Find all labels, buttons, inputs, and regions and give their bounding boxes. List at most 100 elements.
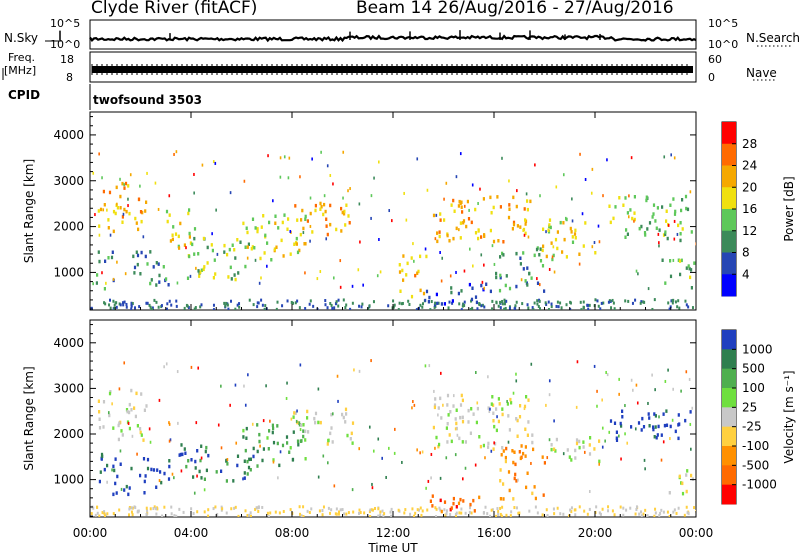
power-cell xyxy=(597,224,600,228)
velocity-cell xyxy=(553,512,556,516)
velocity-cell xyxy=(666,510,669,514)
power-cell xyxy=(203,265,206,269)
velocity-cell xyxy=(289,508,292,512)
velocity-cell xyxy=(127,492,130,497)
power-cell xyxy=(259,256,262,261)
velocity-cell xyxy=(337,399,339,403)
power-cell xyxy=(468,247,471,251)
power-cell xyxy=(135,250,138,254)
velocity-cell xyxy=(90,512,93,516)
power-cell xyxy=(622,203,625,207)
power-cell xyxy=(152,265,155,269)
velocity-cell xyxy=(295,419,298,423)
power-cell xyxy=(140,219,143,224)
velocity-cell xyxy=(575,405,578,409)
power-cell xyxy=(106,208,108,212)
velocity-cell xyxy=(358,511,361,515)
velocity-cell xyxy=(194,466,197,470)
power-colorbar-label: 12 xyxy=(742,224,757,238)
velocity-cell xyxy=(452,501,455,506)
velocity-cell xyxy=(654,511,657,515)
velocity-cell xyxy=(131,513,134,517)
power-cell xyxy=(233,273,236,277)
velocity-cell xyxy=(372,449,375,453)
velocity-cell xyxy=(526,471,529,475)
velocity-cell xyxy=(513,450,516,454)
power-cell xyxy=(254,226,257,230)
power-cell xyxy=(119,194,122,199)
velocity-cell xyxy=(461,415,464,420)
power-cell xyxy=(121,220,124,224)
x-tick-label: 16:00 xyxy=(477,526,512,540)
velocity-cell xyxy=(669,437,671,441)
power-cell xyxy=(223,301,226,305)
power-cell xyxy=(551,257,554,262)
power-cell xyxy=(398,263,401,267)
power-cell xyxy=(391,219,393,223)
power-cell xyxy=(504,300,507,304)
velocity-cell xyxy=(457,501,461,506)
velocity-cell xyxy=(601,398,603,402)
power-cell xyxy=(157,305,160,309)
velocity-cell xyxy=(246,472,249,476)
velocity-cell xyxy=(686,511,689,515)
power-cell xyxy=(146,171,148,175)
velocity-cell xyxy=(131,434,134,438)
velocity-cell xyxy=(358,369,361,373)
power-cell xyxy=(112,277,115,281)
power-cell xyxy=(459,236,462,240)
power-cell xyxy=(174,232,178,236)
velocity-cell xyxy=(420,513,423,517)
power-cell xyxy=(283,155,286,159)
power-cell xyxy=(246,256,249,260)
velocity-cell xyxy=(473,509,476,513)
velocity-cell xyxy=(242,435,245,439)
velocity-cell xyxy=(146,457,150,462)
power-cell xyxy=(439,250,441,254)
power-cell xyxy=(690,286,693,290)
velocity-cell xyxy=(411,507,414,511)
velocity-cell xyxy=(128,486,131,490)
power-cell xyxy=(677,258,680,262)
velocity-colorbar-label: 100 xyxy=(742,381,765,395)
power-cell xyxy=(296,250,300,255)
power-cell xyxy=(514,304,517,308)
velocity-cell xyxy=(506,402,509,406)
power-cell xyxy=(495,275,498,280)
velocity-cell xyxy=(437,444,440,449)
power-cell xyxy=(460,289,463,293)
velocity-cell xyxy=(176,370,179,374)
velocity-cell xyxy=(178,453,181,457)
power-cell xyxy=(228,247,231,252)
velocity-cell xyxy=(518,415,522,419)
power-cell xyxy=(165,277,168,281)
velocity-cell xyxy=(345,512,348,516)
velocity-cell xyxy=(550,443,553,447)
power-cell xyxy=(177,234,180,239)
power-cell xyxy=(256,305,259,309)
power-cell xyxy=(168,213,171,217)
power-cell xyxy=(98,152,100,156)
power-colorbar-swatch xyxy=(722,252,736,275)
velocity-cell xyxy=(523,404,527,409)
velocity-cell xyxy=(513,476,516,481)
velocity-cell xyxy=(568,514,571,517)
power-cell xyxy=(198,274,201,278)
power-cell xyxy=(135,221,138,225)
power-cell xyxy=(503,307,506,310)
velocity-cell xyxy=(598,459,601,464)
velocity-cell xyxy=(653,435,656,439)
velocity-cell xyxy=(101,454,104,459)
power-cell xyxy=(347,214,350,218)
velocity-cell xyxy=(615,438,619,442)
power-cell xyxy=(677,223,680,228)
velocity-cell xyxy=(269,511,272,515)
power-cell xyxy=(176,281,179,285)
velocity-cell xyxy=(510,401,513,405)
power-cell xyxy=(504,283,507,288)
power-cell xyxy=(512,220,516,225)
velocity-cell xyxy=(515,372,517,376)
power-cell xyxy=(609,220,612,225)
power-cell xyxy=(324,209,327,214)
power-cell xyxy=(542,244,545,248)
